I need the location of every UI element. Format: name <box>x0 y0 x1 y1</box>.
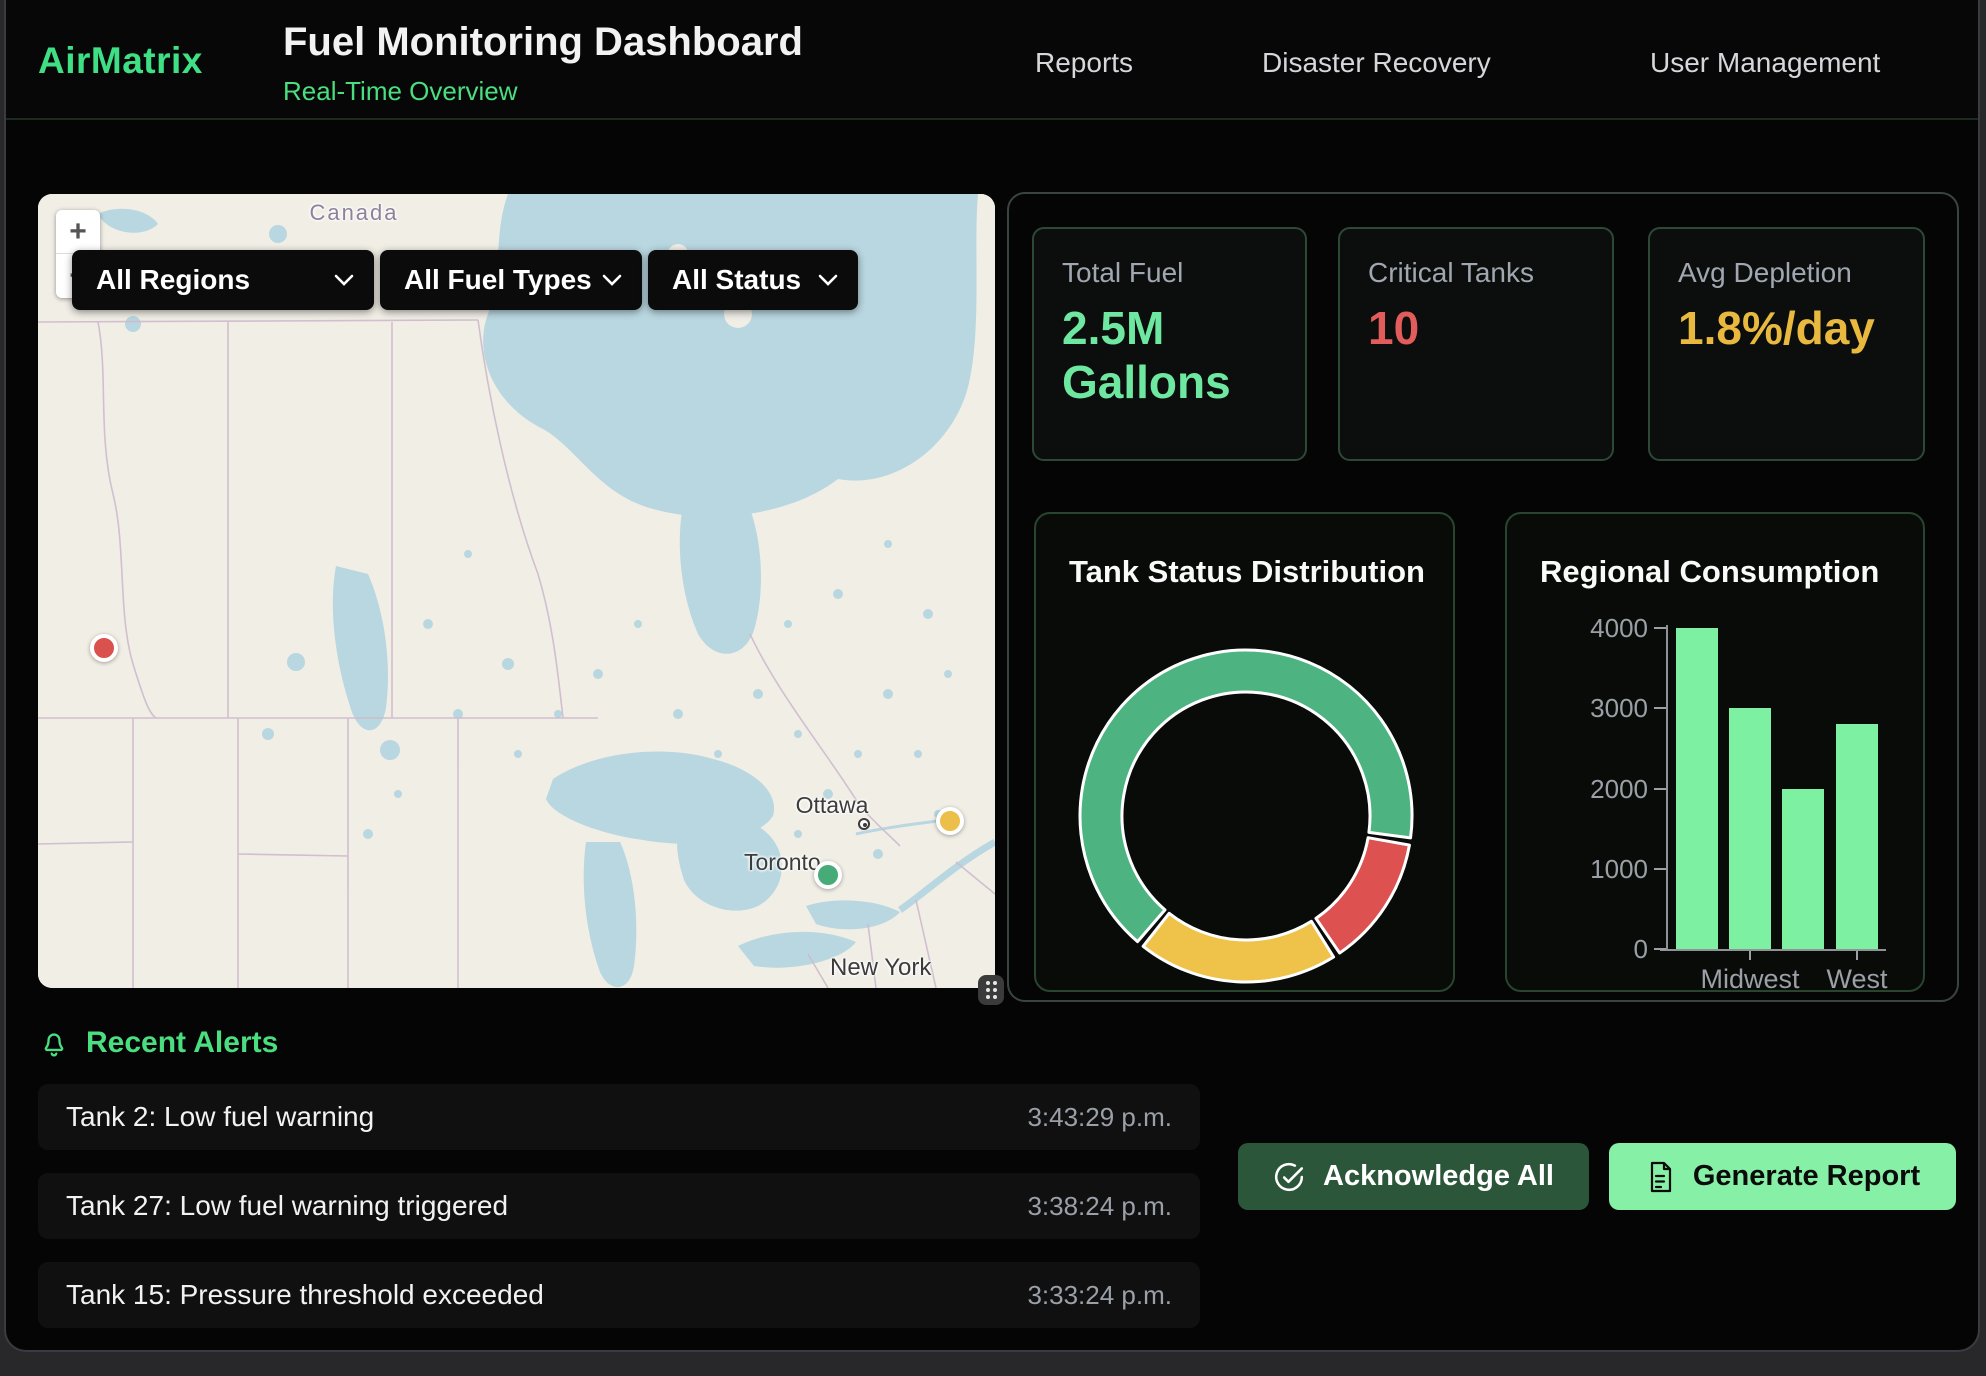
stat-label: Avg Depletion <box>1678 257 1895 289</box>
alert-timestamp: 3:38:24 p.m. <box>1027 1191 1172 1222</box>
map-filters: All Regions All Fuel Types All Status <box>72 250 858 310</box>
y-tick-mark <box>1654 627 1666 629</box>
y-tick-mark <box>1654 707 1666 709</box>
tank-status-card: Tank Status Distribution <box>1034 512 1455 992</box>
bar-0 <box>1676 628 1718 949</box>
tank-marker-critical[interactable] <box>90 634 118 662</box>
stat-label: Total Fuel <box>1062 257 1277 289</box>
acknowledge-all-label: Acknowledge All <box>1323 1160 1554 1193</box>
x-tick-mark <box>1856 951 1858 960</box>
chevron-down-icon <box>602 274 622 286</box>
x-tick-label: West <box>1787 964 1927 995</box>
file-text-icon <box>1645 1161 1675 1193</box>
nav-reports[interactable]: Reports <box>1035 47 1133 79</box>
alert-row[interactable]: Tank 2: Low fuel warning 3:43:29 p.m. <box>38 1084 1200 1150</box>
map-label-new-york: New York <box>830 954 931 982</box>
y-tick-label: 1000 <box>1580 854 1648 885</box>
alert-row[interactable]: Tank 15: Pressure threshold exceeded 3:3… <box>38 1262 1200 1328</box>
nav-disaster-recovery[interactable]: Disaster Recovery <box>1262 47 1491 79</box>
fuel-type-filter-value: All Fuel Types <box>404 264 592 296</box>
app-window: AirMatrix Fuel Monitoring Dashboard Real… <box>4 0 1980 1352</box>
y-tick-label: 4000 <box>1580 613 1648 644</box>
stat-card-critical-tanks: Critical Tanks 10 <box>1338 227 1614 461</box>
generate-report-label: Generate Report <box>1693 1160 1920 1193</box>
bell-icon <box>38 1027 70 1059</box>
alert-timestamp: 3:33:24 p.m. <box>1027 1280 1172 1311</box>
chevron-down-icon <box>334 274 354 286</box>
alert-text: Tank 2: Low fuel warning <box>66 1101 374 1133</box>
status-filter-dropdown[interactable]: All Status <box>648 250 858 310</box>
status-filter-value: All Status <box>672 264 801 296</box>
chevron-down-icon <box>818 274 838 286</box>
zoom-in-button[interactable]: + <box>56 210 100 254</box>
y-tick-label: 3000 <box>1580 693 1648 724</box>
y-axis-line <box>1666 625 1668 951</box>
nav-user-management[interactable]: User Management <box>1650 47 1880 79</box>
bar-3 <box>1836 724 1878 949</box>
alert-text: Tank 27: Low fuel warning triggered <box>66 1190 508 1222</box>
map-basemap <box>38 194 995 988</box>
alerts-title: Recent Alerts <box>86 1026 278 1060</box>
stat-value-total-fuel: 2.5M Gallons <box>1062 301 1277 410</box>
header: AirMatrix Fuel Monitoring Dashboard Real… <box>6 0 1978 120</box>
stat-label: Critical Tanks <box>1368 257 1584 289</box>
x-axis-line <box>1660 949 1886 951</box>
stat-value-avg-depletion: 1.8%/​day <box>1678 301 1895 355</box>
y-tick-label: 0 <box>1580 934 1648 965</box>
tank-status-donut <box>1076 646 1416 986</box>
stat-card-total-fuel: Total Fuel 2.5M Gallons <box>1032 227 1307 461</box>
bar-1 <box>1729 708 1771 949</box>
donut-segment-warning <box>1143 913 1333 982</box>
stat-card-avg-depletion: Avg Depletion 1.8%/​day <box>1648 227 1925 461</box>
y-tick-mark <box>1654 868 1666 870</box>
check-circle-icon <box>1273 1161 1305 1193</box>
alert-row[interactable]: Tank 27: Low fuel warning triggered 3:38… <box>38 1173 1200 1239</box>
stat-value-critical-tanks: 10 <box>1368 301 1584 355</box>
map-label-toronto: Toronto <box>744 849 821 876</box>
acknowledge-all-button[interactable]: Acknowledge All <box>1238 1143 1589 1210</box>
brand-logo[interactable]: AirMatrix <box>38 40 203 82</box>
x-tick-mark <box>1749 951 1751 960</box>
bar-2 <box>1782 789 1824 950</box>
tank-marker-normal[interactable] <box>814 861 842 889</box>
tank-status-title: Tank Status Distribution <box>1069 554 1425 590</box>
regional-consumption-chart: 01000200030004000MidwestWest <box>1507 514 1923 990</box>
map-label-ottawa: Ottawa <box>790 792 874 819</box>
alerts-header: Recent Alerts <box>38 1026 278 1060</box>
y-tick-mark <box>1654 948 1666 950</box>
page-subtitle: Real-Time Overview <box>283 76 518 107</box>
y-tick-label: 2000 <box>1580 774 1648 805</box>
donut-segment-critical <box>1316 838 1409 953</box>
map-panel[interactable]: Canada Ottawa Toronto New York + − All R… <box>38 194 995 988</box>
alert-text: Tank 15: Pressure threshold exceeded <box>66 1279 544 1311</box>
fuel-type-filter-dropdown[interactable]: All Fuel Types <box>380 250 642 310</box>
y-tick-mark <box>1654 788 1666 790</box>
region-filter-dropdown[interactable]: All Regions <box>72 250 374 310</box>
page-title: Fuel Monitoring Dashboard <box>283 20 803 65</box>
city-dot-icon <box>858 818 870 830</box>
generate-report-button[interactable]: Generate Report <box>1609 1143 1956 1210</box>
region-filter-value: All Regions <box>96 264 250 296</box>
map-label-canada: Canada <box>294 200 414 226</box>
alert-timestamp: 3:43:29 p.m. <box>1027 1102 1172 1133</box>
tank-marker-warning[interactable] <box>936 807 964 835</box>
map-resize-handle[interactable] <box>978 975 1004 1005</box>
overview-panel: Total Fuel 2.5M Gallons Critical Tanks 1… <box>1007 192 1959 1002</box>
regional-consumption-card: Regional Consumption 01000200030004000Mi… <box>1505 512 1925 992</box>
